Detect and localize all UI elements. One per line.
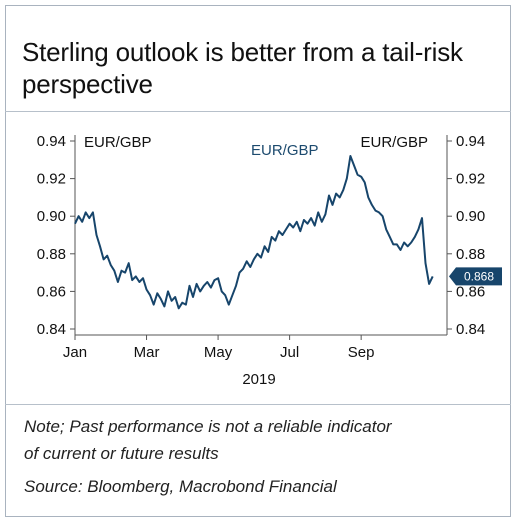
right-axis-label: EUR/GBP	[360, 134, 428, 151]
chart-axes: 0.84 0.84 0.86 0.86 0.88 0.88 0.90 0.90 0.92 0.92…	[37, 133, 485, 361]
x-tick-label: Mar	[134, 344, 160, 361]
left-tick-label: 0.90	[37, 208, 66, 225]
left-tick-label: 0.86	[37, 283, 66, 300]
right-tick-label: 0.84	[456, 321, 485, 338]
series-line-eurgbp	[74, 155, 434, 310]
title-divider	[5, 111, 511, 112]
x-tick-label: Jan	[63, 344, 87, 361]
left-tick-label: 0.94	[37, 133, 66, 150]
chart-title: Sterling outlook is better from a tail-r…	[22, 37, 463, 99]
chart-plot	[74, 155, 434, 310]
right-tick-label: 0.92	[456, 171, 485, 188]
notes-divider	[5, 404, 511, 405]
right-tick-label: 0.86	[456, 283, 485, 300]
series-label: EUR/GBP	[251, 142, 319, 159]
x-tick-label: Sep	[348, 344, 375, 361]
left-tick-label: 0.84	[37, 321, 66, 338]
note-source: Source: Bloomberg, Macrobond Financial	[24, 477, 337, 496]
left-tick-label: 0.88	[37, 246, 66, 263]
right-tick-label: 0.94	[456, 133, 485, 150]
x-tick-label: May	[204, 344, 233, 361]
note-line-1: Note; Past performance is not a reliable…	[24, 417, 392, 436]
last-value-label: 0.868	[464, 269, 494, 283]
left-tick-label: 0.92	[37, 171, 66, 188]
right-tick-label: 0.88	[456, 246, 485, 263]
x-tick-label: Jul	[280, 344, 299, 361]
note-line-2: of current or future results	[24, 444, 219, 463]
last-value-badge: 0.868	[449, 267, 502, 286]
chart-frame	[5, 5, 511, 517]
right-tick-label: 0.90	[456, 208, 485, 225]
x-axis-title: 2019	[242, 371, 275, 388]
left-axis-label: EUR/GBP	[84, 134, 152, 151]
